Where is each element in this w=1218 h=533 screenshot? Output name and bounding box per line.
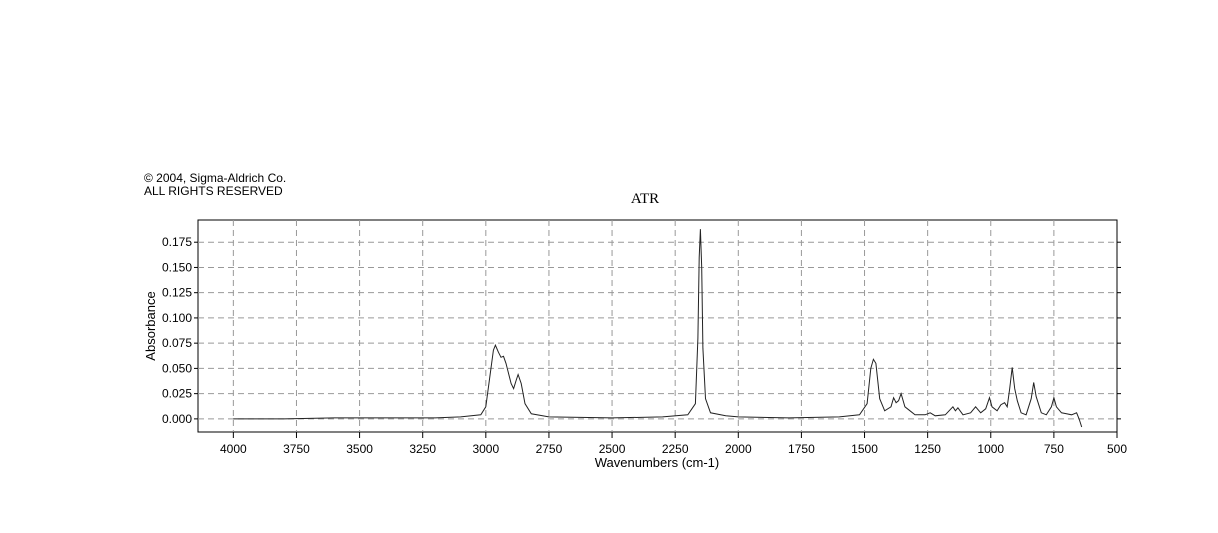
y-tick-label: 0.025 xyxy=(162,387,192,401)
y-tick-label: 0.050 xyxy=(162,361,192,375)
x-axis-label: Wavenumbers (cm-1) xyxy=(595,455,719,470)
x-tick-label: 1500 xyxy=(851,442,878,456)
y-tick-label: 0.125 xyxy=(162,286,192,300)
x-tick-label: 2250 xyxy=(662,442,689,456)
y-tick-label: 0.000 xyxy=(162,412,192,426)
y-tick-label: 0.075 xyxy=(162,336,192,350)
x-tick-label: 3750 xyxy=(283,442,310,456)
x-tick-label: 1750 xyxy=(788,442,815,456)
x-tick-label: 2500 xyxy=(599,442,626,456)
spectrum-line xyxy=(233,229,1083,428)
y-tick-label: 0.175 xyxy=(162,235,192,249)
x-tick-label: 500 xyxy=(1107,442,1127,456)
x-tick-label: 3500 xyxy=(346,442,373,456)
x-tick-label: 1000 xyxy=(977,442,1004,456)
copyright: ALL RIGHTS RESERVED xyxy=(144,184,283,198)
y-tick-label: 0.150 xyxy=(162,260,192,274)
y-tick-label: 0.100 xyxy=(162,311,192,325)
x-tick-label: 3000 xyxy=(472,442,499,456)
x-tick-label: 2000 xyxy=(725,442,752,456)
x-tick-label: 3250 xyxy=(409,442,436,456)
x-tick-label: 4000 xyxy=(220,442,247,456)
x-tick-label: 2750 xyxy=(536,442,563,456)
chart-title: ATR xyxy=(631,191,659,207)
plot-frame xyxy=(197,219,1118,433)
y-axis-label: Absorbance xyxy=(143,291,158,360)
x-tick-label: 750 xyxy=(1044,442,1064,456)
x-tick-label: 1250 xyxy=(914,442,941,456)
copyright: © 2004, Sigma-Aldrich Co. xyxy=(144,171,286,185)
